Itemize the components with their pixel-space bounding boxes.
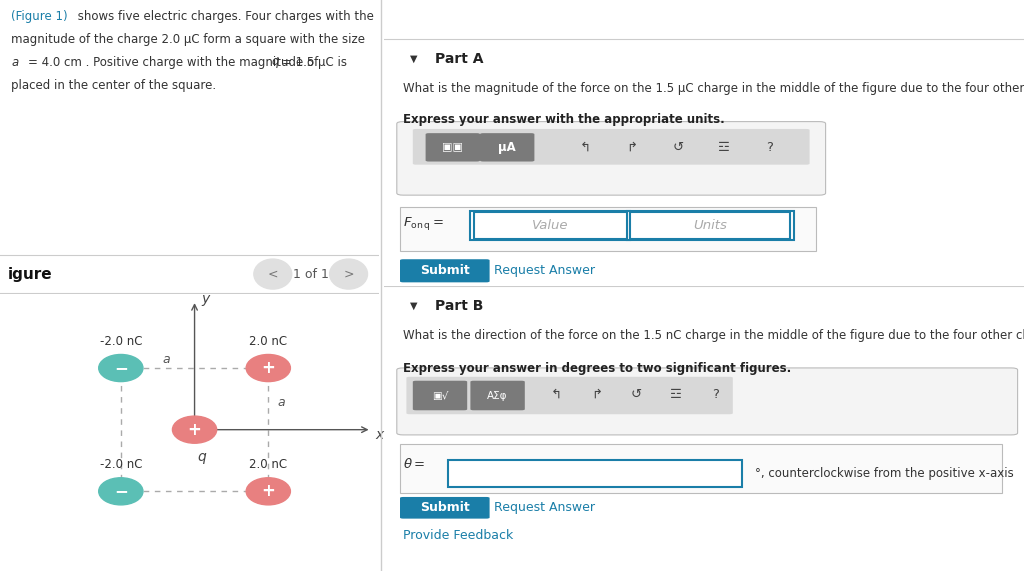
FancyBboxPatch shape — [397, 122, 825, 195]
Text: $q$: $q$ — [197, 451, 207, 467]
Text: $x$: $x$ — [375, 428, 386, 441]
Text: ↱: ↱ — [626, 140, 637, 154]
Text: ↺: ↺ — [631, 388, 642, 401]
Text: $a$: $a$ — [278, 396, 286, 409]
Text: 1 of 1: 1 of 1 — [293, 268, 329, 280]
Ellipse shape — [98, 478, 143, 505]
Text: 2.0 nC: 2.0 nC — [249, 335, 288, 348]
Text: ▣▣: ▣▣ — [442, 142, 463, 152]
Text: Request Answer: Request Answer — [494, 264, 595, 278]
FancyBboxPatch shape — [397, 368, 1018, 435]
FancyBboxPatch shape — [413, 129, 810, 164]
Text: AΣφ: AΣφ — [487, 391, 508, 400]
FancyBboxPatch shape — [627, 211, 794, 240]
Text: −: − — [114, 482, 128, 500]
Text: ↰: ↰ — [580, 140, 591, 154]
FancyBboxPatch shape — [400, 207, 816, 251]
FancyBboxPatch shape — [449, 460, 742, 487]
FancyBboxPatch shape — [480, 133, 535, 162]
Text: +: + — [261, 482, 275, 500]
Text: $a$: $a$ — [11, 56, 19, 69]
Text: magnitude of the charge 2.0 μC form a square with the size: magnitude of the charge 2.0 μC form a sq… — [11, 33, 366, 46]
Text: ↰: ↰ — [551, 388, 562, 401]
Text: +: + — [187, 421, 202, 439]
Text: ?: ? — [712, 388, 719, 401]
Text: ↺: ↺ — [672, 140, 683, 154]
Ellipse shape — [172, 416, 217, 443]
Text: = 1.5 μC is: = 1.5 μC is — [283, 56, 347, 69]
Text: Units: Units — [693, 219, 727, 232]
Text: Express your answer with the appropriate units.: Express your answer with the appropriate… — [403, 113, 725, 126]
Text: Value: Value — [532, 219, 568, 232]
FancyBboxPatch shape — [426, 133, 480, 162]
Text: ☲: ☲ — [670, 388, 682, 401]
Text: Express your answer in degrees to two significant figures.: Express your answer in degrees to two si… — [403, 362, 792, 375]
Text: μA: μA — [498, 140, 516, 154]
Ellipse shape — [330, 259, 368, 289]
Text: $q$: $q$ — [271, 56, 280, 70]
Text: -2.0 nC: -2.0 nC — [99, 458, 142, 471]
Text: $y$: $y$ — [201, 293, 212, 308]
Text: igure: igure — [7, 267, 52, 282]
Text: = 4.0 cm . Positive charge with the magnitude of: = 4.0 cm . Positive charge with the magn… — [29, 56, 318, 69]
Text: <: < — [267, 268, 279, 280]
Text: $F_{\rm on\,q}=$: $F_{\rm on\,q}=$ — [403, 215, 444, 232]
Text: $\theta =$: $\theta =$ — [403, 457, 426, 472]
Ellipse shape — [98, 355, 143, 381]
Text: $a$: $a$ — [162, 353, 171, 366]
Text: placed in the center of the square.: placed in the center of the square. — [11, 79, 216, 92]
Text: −: − — [114, 359, 128, 377]
Ellipse shape — [246, 478, 291, 505]
Text: (Figure 1): (Figure 1) — [11, 10, 68, 23]
FancyBboxPatch shape — [473, 212, 627, 239]
Text: +: + — [261, 359, 275, 377]
FancyBboxPatch shape — [470, 381, 524, 411]
FancyBboxPatch shape — [407, 377, 733, 414]
Text: ☲: ☲ — [718, 140, 730, 154]
Text: shows five electric charges. Four charges with the: shows five electric charges. Four charge… — [74, 10, 374, 23]
Ellipse shape — [254, 259, 292, 289]
Text: What is the direction of the force on the 1.5 nC charge in the middle of the fig: What is the direction of the force on th… — [403, 328, 1024, 341]
Text: ▼: ▼ — [410, 301, 417, 311]
FancyBboxPatch shape — [400, 444, 1001, 493]
Text: Part B: Part B — [435, 299, 483, 313]
Text: Provide Feedback: Provide Feedback — [403, 529, 513, 542]
Text: Submit: Submit — [420, 501, 470, 514]
Text: Part A: Part A — [435, 51, 483, 66]
FancyBboxPatch shape — [413, 381, 467, 411]
FancyBboxPatch shape — [631, 212, 791, 239]
Text: 2.0 nC: 2.0 nC — [249, 458, 288, 471]
Text: ▣√: ▣√ — [432, 391, 449, 400]
Text: >: > — [343, 268, 354, 280]
Text: ▼: ▼ — [410, 54, 417, 64]
Ellipse shape — [246, 355, 291, 381]
Text: Submit: Submit — [420, 264, 470, 278]
Text: Request Answer: Request Answer — [494, 501, 595, 514]
FancyBboxPatch shape — [400, 259, 489, 282]
FancyBboxPatch shape — [470, 211, 631, 240]
FancyBboxPatch shape — [400, 497, 489, 518]
Text: -2.0 nC: -2.0 nC — [99, 335, 142, 348]
Text: ?: ? — [767, 140, 773, 154]
Text: ↱: ↱ — [591, 388, 602, 401]
Text: °, counterclockwise from the positive x-axis: °, counterclockwise from the positive x-… — [756, 467, 1014, 480]
Text: What is the magnitude of the force on the 1.5 μC charge in the middle of the fig: What is the magnitude of the force on th… — [403, 82, 1024, 95]
